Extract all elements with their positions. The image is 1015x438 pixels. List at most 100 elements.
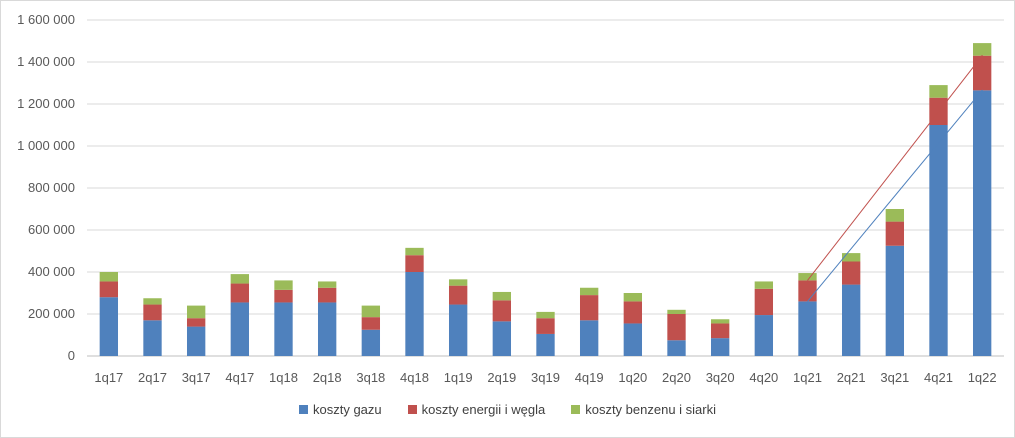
x-tick-label: 1q17: [94, 370, 123, 385]
legend-item-koszty-benzenu-i-siarki: koszty benzenu i siarki: [571, 402, 716, 417]
legend-swatch: [407, 405, 417, 414]
bar-segment-benzen: [361, 305, 381, 318]
bar-segment-energia: [361, 317, 381, 330]
bar-segment-energia: [274, 289, 293, 303]
x-tick-label: 4q19: [575, 370, 604, 385]
x-tick-label: 2q17: [138, 370, 167, 385]
bar-segment-energia: [405, 255, 424, 272]
bar-segment-gaz: [623, 323, 643, 356]
y-tick-label: 400 000: [28, 264, 75, 279]
bar-segment-benzen: [186, 305, 206, 319]
bar-segment-gaz: [448, 304, 468, 356]
bar-segment-benzen: [710, 319, 730, 324]
bar-segment-gaz: [143, 320, 162, 356]
legend-label: koszty gazu: [313, 402, 382, 417]
bar-segment-gaz: [798, 301, 817, 356]
bar-segment-benzen: [143, 298, 162, 305]
bar-segment-benzen: [99, 272, 119, 282]
x-tick-label: 2q21: [837, 370, 866, 385]
x-tick-label: 3q20: [706, 370, 735, 385]
bar-segment-gaz: [841, 284, 861, 356]
x-tick-label: 3q17: [182, 370, 211, 385]
bar-segment-gaz: [317, 302, 337, 356]
bar-segment-energia: [536, 318, 555, 334]
bar-segment-energia: [579, 295, 599, 321]
bar-segment-energia: [972, 55, 992, 91]
bar-segment-benzen: [317, 281, 337, 288]
bar-segment-energia: [143, 304, 162, 321]
bar-segment-benzen: [841, 253, 861, 262]
bar-segment-benzen: [667, 309, 686, 314]
x-tick-label: 2q19: [487, 370, 516, 385]
bar-segment-energia: [317, 287, 337, 303]
bar-segment-energia: [710, 323, 730, 339]
bar-segment-energia: [754, 288, 774, 316]
x-tick-label: 2q20: [662, 370, 691, 385]
x-tick-label: 4q17: [225, 370, 254, 385]
bar-segment-gaz: [186, 326, 206, 356]
x-tick-label: 3q19: [531, 370, 560, 385]
x-tick-label: 1q20: [618, 370, 647, 385]
bar-segment-benzen: [972, 43, 992, 56]
legend-item-koszty-energii-i-wegla: koszty energii i węgla: [407, 402, 546, 417]
bar-segment-gaz: [99, 297, 119, 356]
x-tick-label: 2q18: [313, 370, 342, 385]
legend-swatch: [299, 405, 308, 414]
x-tick-label: 1q19: [444, 370, 473, 385]
legend-swatch: [571, 405, 581, 414]
x-tick-label: 3q21: [880, 370, 909, 385]
bar-segment-benzen: [274, 280, 293, 290]
bar-segment-energia: [841, 261, 861, 285]
bar-segment-gaz: [230, 302, 250, 356]
y-tick-label: 1 000 000: [17, 138, 75, 153]
x-tick-label: 4q21: [924, 370, 953, 385]
x-tick-label: 1q18: [269, 370, 298, 385]
bar-segment-gaz: [361, 329, 381, 356]
bar-segment-energia: [230, 283, 250, 303]
bar-segment-benzen: [798, 273, 817, 281]
legend: koszty gazu koszty energii i węgla koszt…: [1, 402, 1014, 417]
bar-segment-energia: [667, 314, 686, 341]
bar-segment-gaz: [405, 272, 424, 356]
bar-segment-energia: [623, 301, 643, 324]
bar-segment-gaz: [274, 302, 293, 356]
y-tick-label: 1 600 000: [17, 12, 75, 27]
trend-arrow: [807, 54, 983, 281]
bar-segment-benzen: [885, 209, 905, 222]
y-tick-label: 200 000: [28, 306, 75, 321]
bar-segment-benzen: [623, 293, 643, 302]
y-tick-label: 600 000: [28, 222, 75, 237]
y-tick-label: 0: [68, 348, 75, 363]
bar-segment-energia: [492, 300, 512, 322]
bar-segment-energia: [99, 281, 119, 298]
bar-segment-benzen: [230, 274, 250, 284]
y-tick-label: 800 000: [28, 180, 75, 195]
bar-segment-gaz: [929, 125, 948, 356]
x-tick-label: 3q18: [356, 370, 385, 385]
stacked-bar-chart: 0 200 000 400 000 600 000 800 000 1 000 000 1 …: [17, 12, 1004, 385]
bar-segment-gaz: [972, 90, 992, 356]
bar-segment-energia: [798, 280, 817, 302]
bar-segment-gaz: [885, 245, 905, 356]
bar-segment-benzen: [448, 279, 468, 286]
bar-segment-gaz: [492, 321, 512, 356]
bar-segment-gaz: [667, 340, 686, 356]
trend-arrow: [807, 89, 983, 302]
x-tick-label: 4q18: [400, 370, 429, 385]
bar-segment-energia: [885, 221, 905, 246]
y-tick-label: 1 400 000: [17, 54, 75, 69]
bar-segment-gaz: [710, 338, 730, 356]
bar-segment-energia: [186, 318, 206, 327]
x-tick-label: 1q21: [793, 370, 822, 385]
y-tick-label: 1 200 000: [17, 96, 75, 111]
bar-segment-gaz: [536, 333, 555, 356]
legend-item-koszty-gazu: koszty gazu: [299, 402, 382, 417]
bar-segment-energia: [448, 285, 468, 305]
x-tick-label: 4q20: [749, 370, 778, 385]
bar-segment-benzen: [579, 287, 599, 296]
bar-segment-benzen: [405, 247, 424, 256]
legend-label: koszty energii i węgla: [421, 402, 546, 417]
legend-label: koszty benzenu i siarki: [585, 402, 716, 417]
bar-segment-benzen: [536, 311, 555, 319]
